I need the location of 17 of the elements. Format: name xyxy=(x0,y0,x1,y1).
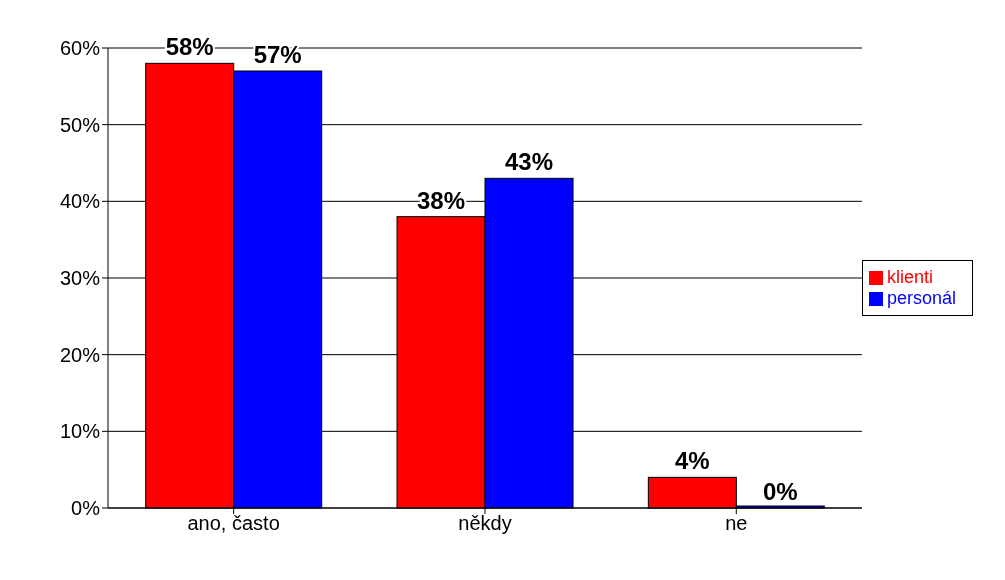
x-tick-label: ne xyxy=(725,512,748,535)
data-label: 4% xyxy=(674,447,710,475)
data-label: 57% xyxy=(253,41,302,68)
y-tick-label: 30% xyxy=(59,267,101,290)
x-tick-label: někdy xyxy=(458,512,512,535)
y-tick-label: 0% xyxy=(71,497,101,520)
y-tick-label: 40% xyxy=(59,190,101,213)
y-tick-label: 60% xyxy=(59,37,101,60)
x-tick-label: ano, často xyxy=(187,512,280,535)
legend-label: klienti xyxy=(886,267,933,287)
y-tick-label: 50% xyxy=(59,113,101,136)
data-label: 0% xyxy=(762,478,798,505)
y-tick-label: 20% xyxy=(59,343,101,366)
data-label: 58% xyxy=(165,33,214,61)
data-label: 43% xyxy=(504,148,554,176)
legend-label: personál xyxy=(886,288,956,308)
y-tick-label: 10% xyxy=(59,420,101,443)
